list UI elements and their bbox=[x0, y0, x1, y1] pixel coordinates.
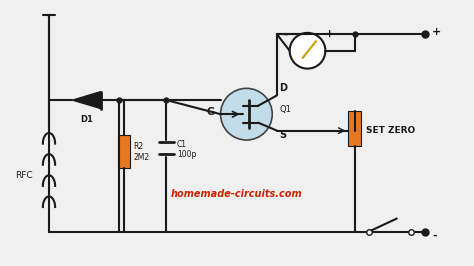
Text: -: - bbox=[283, 29, 288, 39]
Circle shape bbox=[220, 88, 272, 140]
Text: SET ZERO: SET ZERO bbox=[366, 126, 416, 135]
Polygon shape bbox=[73, 92, 100, 109]
Text: R2
2M2: R2 2M2 bbox=[134, 142, 150, 161]
Text: D: D bbox=[279, 83, 287, 93]
Text: C1
100p: C1 100p bbox=[177, 140, 196, 159]
Text: Q1: Q1 bbox=[279, 105, 291, 114]
Bar bbox=[118, 135, 130, 168]
Bar bbox=[348, 111, 361, 146]
Text: homemade-circuits.com: homemade-circuits.com bbox=[171, 189, 303, 199]
Circle shape bbox=[290, 33, 325, 69]
Text: RFC: RFC bbox=[15, 171, 33, 180]
Text: -: - bbox=[432, 230, 437, 240]
Text: G: G bbox=[207, 107, 215, 117]
Text: D1: D1 bbox=[80, 115, 93, 124]
Text: +: + bbox=[325, 29, 334, 39]
Text: +: + bbox=[432, 27, 441, 37]
Text: S: S bbox=[279, 130, 286, 140]
